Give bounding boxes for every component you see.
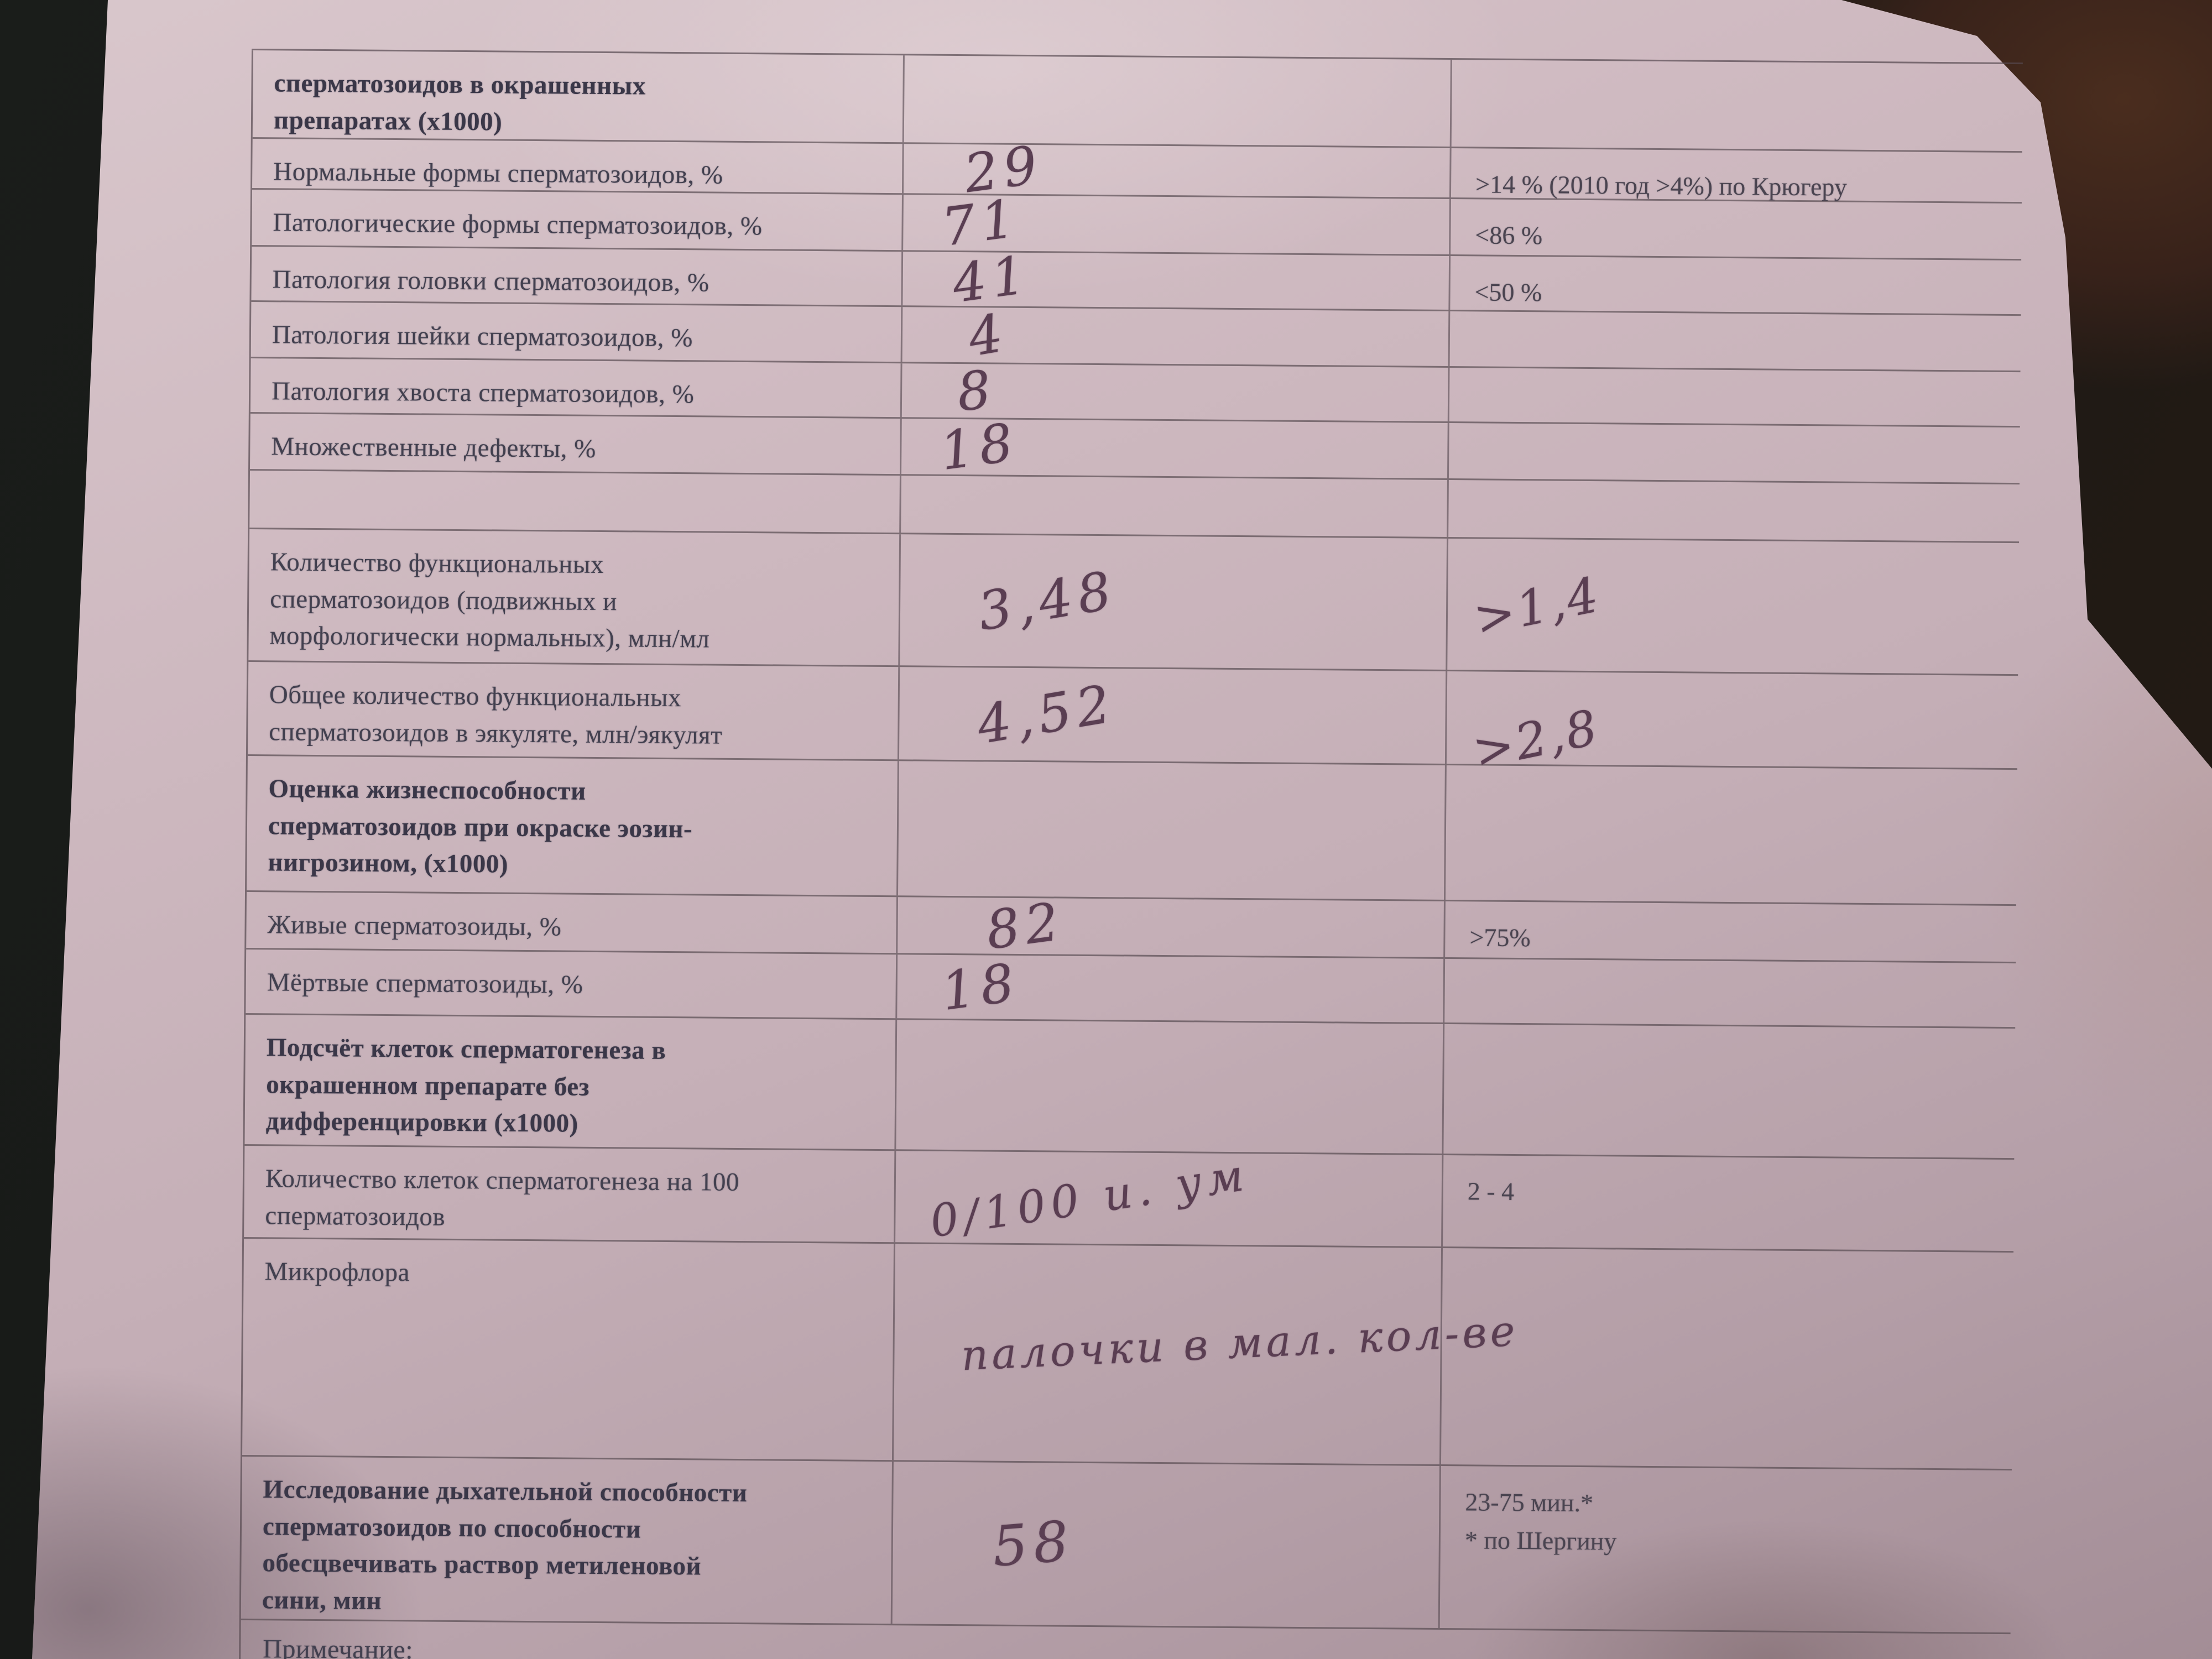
handwritten-value: 3,48 bbox=[973, 559, 1121, 643]
handwritten-value: 18 bbox=[936, 411, 1022, 483]
reference-cell bbox=[1447, 423, 2020, 483]
result-value-cell: 4 bbox=[900, 302, 1449, 368]
reference-cell: <50 % bbox=[1448, 256, 2022, 315]
results-table: сперматозоидов в окрашенных препаратах (… bbox=[238, 49, 2023, 1659]
parameter-cell: Общее количество функциональных спермато… bbox=[248, 662, 898, 759]
reference-cell: >14 % (2010 год >4%) по Крюгеру bbox=[1449, 148, 2022, 202]
table-row: Микрофлора палочки в мал. кол-ве bbox=[242, 1238, 2013, 1471]
handwritten-value: 4 bbox=[964, 301, 1013, 369]
parameter-label: Множественные дефекты, % bbox=[271, 432, 597, 463]
parameter-cell: Множественные дефекты, % bbox=[250, 414, 900, 474]
reference-cell bbox=[1447, 368, 2021, 426]
parameter-label: Исследование дыхательной способности спе… bbox=[262, 1475, 748, 1616]
parameter-cell: Патология хвоста сперматозоидов, % bbox=[251, 358, 901, 417]
reference-cell bbox=[1449, 60, 2023, 152]
parameter-cell: Патологические формы сперматозоидов, % bbox=[252, 190, 902, 250]
reference-value: >14 % (2010 год >4%) по Крюгеру bbox=[1475, 170, 1848, 201]
parameter-label: Нормальные формы сперматозоидов, % bbox=[273, 157, 723, 190]
reference-value: >1,4 bbox=[1469, 566, 1605, 647]
reference-value: <86 % bbox=[1475, 221, 1543, 250]
parameter-label: Общее количество функциональных спермато… bbox=[269, 680, 723, 750]
parameter-label: Количество клеток сперматогенеза на 100 … bbox=[265, 1164, 740, 1232]
reference-cell: <86 % bbox=[1449, 199, 2022, 259]
parameter-cell: Микрофлора bbox=[242, 1239, 894, 1460]
parameter-label: Патология шейки сперматозоидов, % bbox=[272, 320, 693, 353]
result-value-cell: 4,52 bbox=[897, 667, 1446, 764]
result-value-cell: 71 bbox=[901, 188, 1449, 258]
reference-cell bbox=[1442, 1024, 2016, 1159]
result-value-cell: 41 bbox=[901, 244, 1449, 315]
reference-value: >75% bbox=[1469, 923, 1531, 952]
result-value-cell: 29 bbox=[901, 134, 1450, 205]
parameter-cell: Оценка жизнеспособности сперматозоидов п… bbox=[247, 756, 898, 895]
handwritten-value: 58 bbox=[990, 1508, 1077, 1579]
handwritten-value: палочки в мал. кол-ве bbox=[960, 1306, 1520, 1380]
parameter-cell: Живые сперматозоиды, % bbox=[246, 892, 896, 953]
reference-cell: >1,4 bbox=[1446, 539, 2020, 675]
result-value-cell bbox=[894, 1020, 1443, 1154]
result-value-cell: палочки в мал. кол-ве bbox=[891, 1244, 1519, 1464]
reference-cell: 2 - 4 bbox=[1441, 1155, 2015, 1251]
reference-cell bbox=[1443, 765, 2017, 905]
result-value-cell: 8 bbox=[900, 359, 1448, 423]
result-value-cell bbox=[899, 476, 1447, 538]
reference-cell: >75% bbox=[1443, 901, 2016, 962]
parameter-cell: Патология головки сперматозоидов, % bbox=[251, 247, 901, 305]
parameter-cell: Патология шейки сперматозоидов, % bbox=[251, 302, 901, 362]
parameter-cell: Мёртвые сперматозоиды, % bbox=[246, 950, 896, 1018]
handwritten-value: 4,52 bbox=[973, 672, 1120, 756]
parameter-label: Микрофлора bbox=[264, 1257, 410, 1287]
parameter-label: Патология хвоста сперматозоидов, % bbox=[271, 377, 695, 409]
parameter-label: Мёртвые сперматозоиды, % bbox=[267, 968, 583, 999]
table-row: Общее количество функциональных спермато… bbox=[247, 661, 2018, 780]
result-value-cell: 18 bbox=[899, 412, 1448, 482]
parameter-cell: Количество клеток сперматогенеза на 100 … bbox=[244, 1146, 894, 1242]
parameter-cell: Подсчёт клеток сперматогенеза в окрашенн… bbox=[244, 1015, 895, 1149]
table-row: Исследование дыхательной способности спе… bbox=[241, 1456, 2012, 1635]
parameter-label: Патологические формы сперматозоидов, % bbox=[273, 208, 763, 241]
reference-cell bbox=[1443, 958, 2016, 1027]
parameter-cell: Нормальные формы сперматозоидов, % bbox=[252, 139, 902, 193]
reference-value: <50 % bbox=[1474, 278, 1542, 307]
table-row: Количество функциональных сперматозоидов… bbox=[248, 529, 2020, 676]
reference-cell: 23-75 мин.* * по Шергину bbox=[1438, 1465, 2012, 1633]
table-row: Количество клеток сперматогенеза на 100 … bbox=[244, 1145, 2015, 1253]
table-row: Подсчёт клеток сперматогенеза в окрашенн… bbox=[244, 1014, 2016, 1160]
table-row: сперматозоидов в окрашенных препаратах (… bbox=[252, 50, 2023, 153]
parameter-label: Подсчёт клеток сперматогенеза в окрашенн… bbox=[265, 1033, 666, 1139]
result-value-cell: 3,48 bbox=[898, 534, 1447, 670]
parameter-cell: Исследование дыхательной способности спе… bbox=[241, 1457, 892, 1624]
result-value-cell: 0/100 и. ум bbox=[894, 1149, 1442, 1248]
parameter-label: Количество функциональных сперматозоидов… bbox=[269, 547, 710, 654]
parameter-cell: Количество функциональных сперматозоидов… bbox=[248, 529, 899, 665]
parameter-cell bbox=[249, 471, 900, 533]
table-row: Оценка жизнеспособности сперматозоидов п… bbox=[247, 755, 2017, 906]
reference-cell bbox=[1447, 480, 2020, 542]
reference-cell bbox=[1448, 311, 2021, 371]
parameter-label: Живые сперматозоиды, % bbox=[267, 910, 562, 942]
reference-value: 23-75 мин.* * по Шергину bbox=[1464, 1488, 1617, 1556]
reference-cell: >2,8 bbox=[1444, 671, 2018, 780]
handwritten-value: 0/100 и. ум bbox=[927, 1149, 1253, 1248]
handwritten-value: 18 bbox=[938, 952, 1024, 1022]
parameter-label: сперматозоидов в окрашенных препаратах (… bbox=[273, 69, 646, 137]
result-value-cell bbox=[896, 761, 1445, 900]
handwritten-value: 8 bbox=[954, 358, 999, 423]
result-value-cell: 82 bbox=[896, 891, 1444, 961]
parameter-label: Оценка жизнеспособности сперматозоидов п… bbox=[268, 774, 693, 879]
parameter-cell: сперматозоидов в окрашенных препаратах (… bbox=[253, 50, 903, 142]
note-label: Примечание: bbox=[263, 1634, 414, 1659]
handwritten-value: 82 bbox=[982, 890, 1068, 962]
result-value-cell: 58 bbox=[890, 1462, 1439, 1628]
reference-cell bbox=[1439, 1248, 2013, 1469]
result-value-cell: 18 bbox=[895, 952, 1444, 1022]
reference-value: 2 - 4 bbox=[1467, 1177, 1515, 1206]
parameter-label: Патология головки сперматозоидов, % bbox=[272, 265, 709, 298]
result-value-cell bbox=[902, 55, 1451, 147]
